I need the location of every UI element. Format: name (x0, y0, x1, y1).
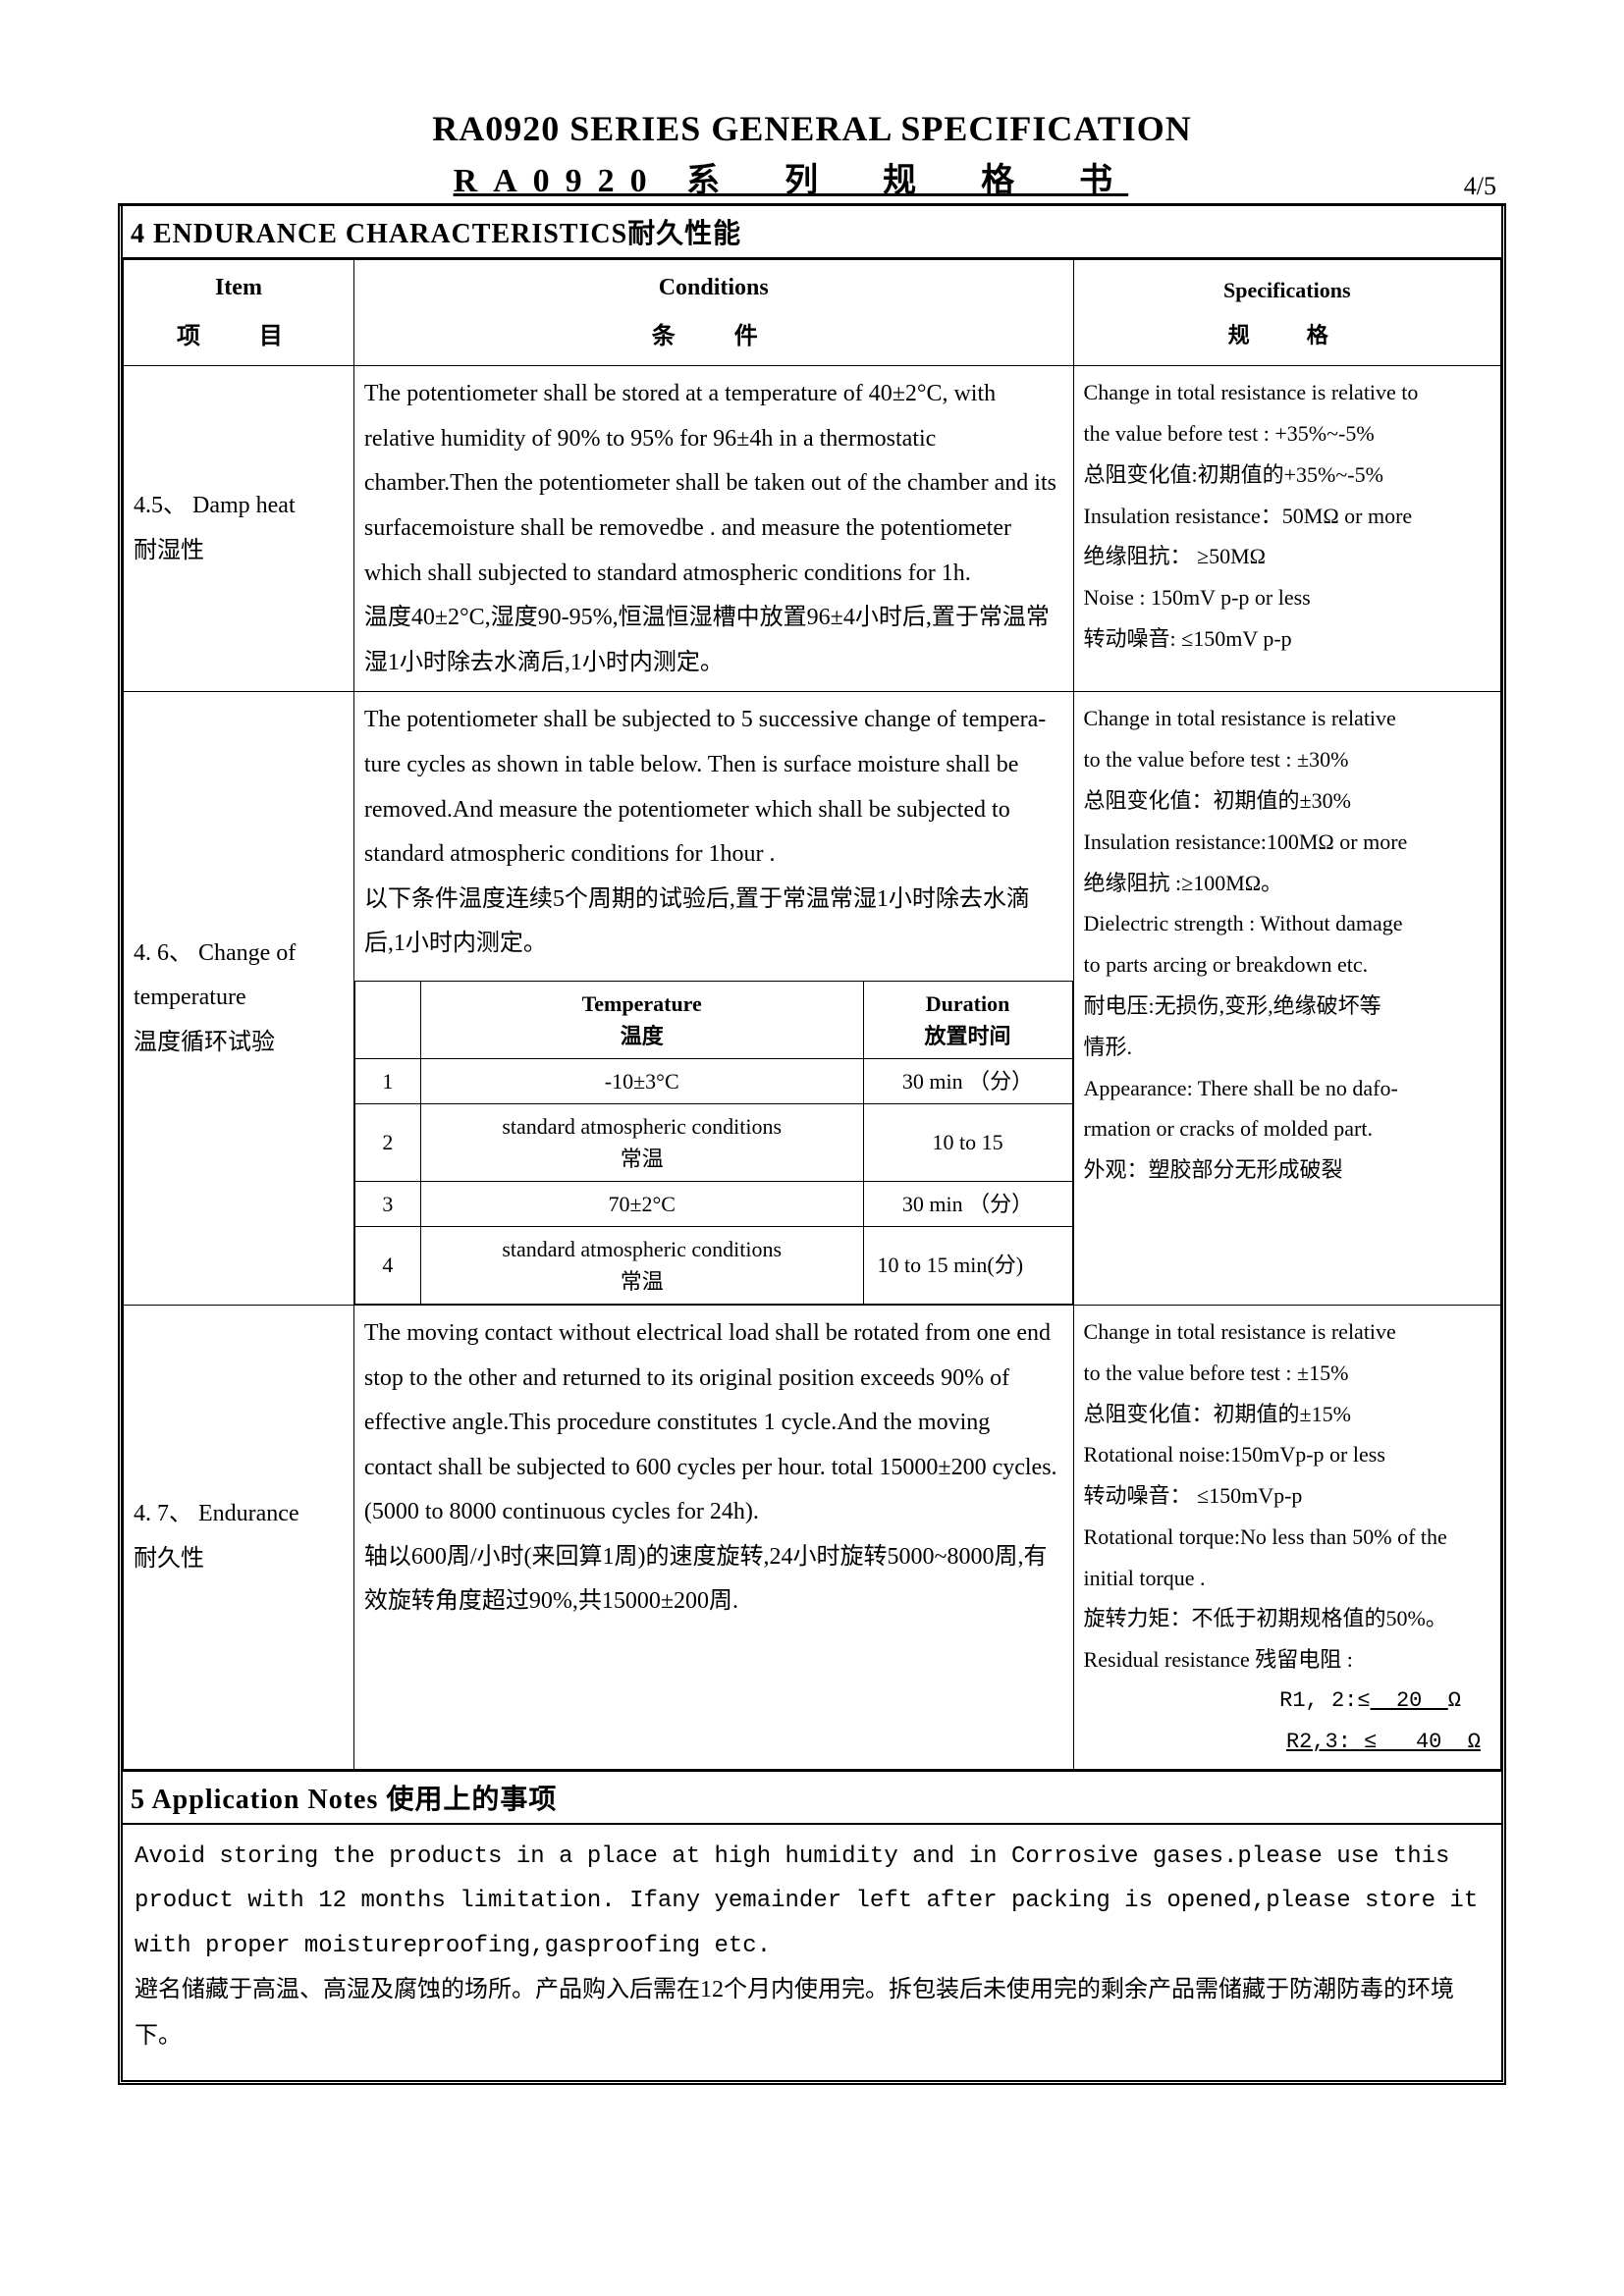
col-item-header: Item 项 目 (124, 260, 354, 366)
col-spec-en: Specifications (1223, 278, 1351, 302)
section5-body: Avoid storing the products in a place at… (123, 1825, 1501, 2080)
inner-row: 3 70±2°C 30 min （分） (354, 1181, 1072, 1226)
cond-4-5: The potentiometer shall be stored at a t… (353, 366, 1073, 692)
inner-d: 10 to 15 min(分) (863, 1226, 1072, 1304)
inner-row: 4 standard atmospheric conditions 常温 10 … (354, 1226, 1072, 1304)
spec-4-5: Change in total resistance is relative t… (1073, 366, 1500, 692)
inner-header: Temperature 温度 Duration 放置时间 (354, 981, 1072, 1058)
col-item-en: Item (215, 275, 262, 300)
col-spec-header: Specifications 规 格 (1073, 260, 1500, 366)
temp-cycle-table: Temperature 温度 Duration 放置时间 1 -10±3°C 3… (354, 981, 1073, 1305)
section5-cn: 避名储藏于高温、高湿及腐蚀的场所。产品购入后需在12个月内使用完。拆包装后未使用… (135, 1977, 1454, 2049)
section5-header: 5 Application Notes 使用上的事项 (123, 1770, 1501, 1825)
spec-4-7-text: Change in total resistance is relative t… (1084, 1311, 1490, 1681)
inner-n: 4 (354, 1226, 420, 1304)
spec-table: Item 项 目 Conditions 条 件 Specifications 规… (123, 259, 1501, 1770)
inner-t: standard atmospheric conditions 常温 (420, 1226, 863, 1304)
inner-row: 1 -10±3°C 30 min （分） (354, 1058, 1072, 1103)
inner-n: 2 (354, 1103, 420, 1181)
inner-t: standard atmospheric conditions 常温 (420, 1103, 863, 1181)
inner-t: -10±3°C (420, 1058, 863, 1103)
cond-4-7: The moving contact without electrical lo… (353, 1305, 1073, 1769)
col-cond-en: Conditions (659, 275, 769, 300)
table-row: 4. 7、 Endurance 耐久性 The moving contact w… (124, 1305, 1501, 1769)
spec-4-6: Change in total resistance is relative t… (1073, 692, 1500, 1306)
spec-4-7-r1: R1, 2:≤ 20 Ω (1084, 1681, 1490, 1722)
inner-d: 10 to 15 (863, 1103, 1072, 1181)
spec-4-7: Change in total resistance is relative t… (1073, 1305, 1500, 1769)
item-4-5: 4.5、 Damp heat 耐湿性 (124, 366, 354, 692)
cond-4-6-text: The potentiometer shall be subjected to … (354, 692, 1073, 973)
col-cond-cn: 条 件 (364, 315, 1063, 360)
inner-d: 30 min （分） (863, 1181, 1072, 1226)
col-item-cn: 项 目 (134, 315, 344, 360)
section5-en: Avoid storing the products in a place at… (135, 1843, 1478, 1959)
page: RA0920 SERIES GENERAL SPECIFICATION RA09… (0, 0, 1624, 2144)
item-4-7: 4. 7、 Endurance 耐久性 (124, 1305, 354, 1769)
table-row: 4.5、 Damp heat 耐湿性 The potentiometer sha… (124, 366, 1501, 692)
item-4-6: 4. 6、 Change of temperature 温度循环试验 (124, 692, 354, 1306)
col-spec-cn: 规 格 (1084, 315, 1490, 356)
outer-frame: 4 ENDURANCE CHARACTERISTICS耐久性能 Item 项 目… (118, 206, 1506, 2085)
inner-blank (354, 981, 420, 1058)
spec-4-7-r2: R2,3: ≤ 40 Ω (1084, 1722, 1490, 1763)
title-en: RA0920 SERIES GENERAL SPECIFICATION (118, 108, 1506, 149)
inner-n: 3 (354, 1181, 420, 1226)
col-cond-header: Conditions 条 件 (353, 260, 1073, 366)
inner-d: 30 min （分） (863, 1058, 1072, 1103)
inner-t: 70±2°C (420, 1181, 863, 1226)
table-row: 4. 6、 Change of temperature 温度循环试验 The p… (124, 692, 1501, 1306)
inner-temp-h: Temperature 温度 (420, 981, 863, 1058)
inner-dur-h: Duration 放置时间 (863, 981, 1072, 1058)
title-cn: RA0920 系 列 规 格 书 (118, 153, 1464, 201)
inner-row: 2 standard atmospheric conditions 常温 10 … (354, 1103, 1072, 1181)
cond-4-6: The potentiometer shall be subjected to … (353, 692, 1073, 1306)
title-row: RA0920 系 列 规 格 书 4/5 (118, 153, 1506, 206)
section4-header: 4 ENDURANCE CHARACTERISTICS耐久性能 (123, 206, 1501, 259)
page-number: 4/5 (1464, 172, 1506, 201)
inner-n: 1 (354, 1058, 420, 1103)
table-header-row: Item 项 目 Conditions 条 件 Specifications 规… (124, 260, 1501, 366)
